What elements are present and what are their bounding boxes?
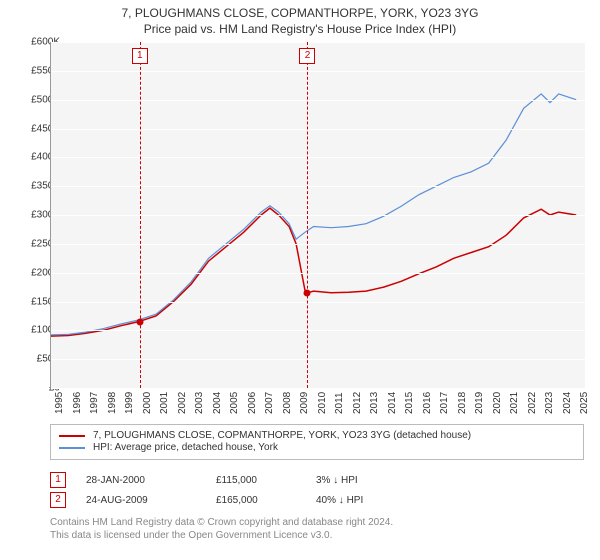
x-tick-label: 2019	[474, 392, 485, 414]
x-tick-label: 2018	[457, 392, 468, 414]
y-gridline	[51, 157, 585, 158]
x-tick-label: 2005	[229, 392, 240, 414]
title-line-1: 7, PLOUGHMANS CLOSE, COPMANTHORPE, YORK,…	[0, 6, 600, 20]
legend-row: HPI: Average price, detached house, York	[59, 442, 575, 453]
sale-row-hpi: 3% ↓ HPI	[316, 475, 406, 486]
x-tick-label: 2025	[579, 392, 590, 414]
x-tick-label: 2021	[509, 392, 520, 414]
x-tick-label: 1998	[107, 392, 118, 414]
x-tick-label: 2020	[492, 392, 503, 414]
legend-swatch	[59, 447, 85, 449]
attribution-footer: Contains HM Land Registry data © Crown c…	[50, 516, 584, 542]
sale-marker-dot	[136, 318, 143, 325]
x-tick-label: 1999	[124, 392, 135, 414]
x-tick-label: 1995	[54, 392, 65, 414]
x-tick-label: 2022	[527, 392, 538, 414]
footer-line-2: This data is licensed under the Open Gov…	[50, 529, 584, 542]
sale-row: 2 24-AUG-2009 £165,000 40% ↓ HPI	[50, 492, 584, 508]
x-tick-label: 2012	[352, 392, 363, 414]
y-gridline	[51, 244, 585, 245]
x-tick-label: 2003	[194, 392, 205, 414]
y-gridline	[51, 330, 585, 331]
x-tick-label: 2013	[369, 392, 380, 414]
x-tick-label: 2002	[177, 392, 188, 414]
sale-marker-dot	[304, 289, 311, 296]
plot-area: 12	[50, 42, 585, 389]
y-gridline	[51, 129, 585, 130]
legend-box: 7, PLOUGHMANS CLOSE, COPMANTHORPE, YORK,…	[50, 424, 584, 460]
x-tick-label: 2008	[282, 392, 293, 414]
sale-row-badge: 1	[50, 472, 66, 488]
x-tick-label: 2009	[299, 392, 310, 414]
sale-row-badge: 2	[50, 492, 66, 508]
y-gridline	[51, 273, 585, 274]
x-tick-label: 2016	[422, 392, 433, 414]
y-gridline	[51, 71, 585, 72]
sale-row-price: £115,000	[216, 475, 296, 486]
legend-label: HPI: Average price, detached house, York	[93, 442, 278, 453]
x-tick-label: 1996	[72, 392, 83, 414]
sale-marker-line	[140, 42, 141, 388]
x-tick-label: 2001	[159, 392, 170, 414]
sale-row-date: 24-AUG-2009	[86, 495, 196, 506]
legend-swatch	[59, 435, 85, 437]
x-tick-label: 2017	[439, 392, 450, 414]
x-tick-label: 2000	[142, 392, 153, 414]
x-tick-label: 2014	[387, 392, 398, 414]
sale-marker-badge: 1	[132, 48, 148, 64]
x-tick-label: 2011	[334, 392, 345, 414]
sale-marker-line	[307, 42, 308, 388]
legend-row: 7, PLOUGHMANS CLOSE, COPMANTHORPE, YORK,…	[59, 430, 575, 441]
legend-label: 7, PLOUGHMANS CLOSE, COPMANTHORPE, YORK,…	[93, 430, 471, 441]
x-tick-label: 2024	[562, 392, 573, 414]
title-line-2: Price paid vs. HM Land Registry's House …	[0, 22, 600, 36]
x-tick-label: 2007	[264, 392, 275, 414]
sale-row-hpi: 40% ↓ HPI	[316, 495, 406, 506]
x-tick-label: 2015	[404, 392, 415, 414]
x-tick-label: 2006	[247, 392, 258, 414]
y-gridline	[51, 215, 585, 216]
sale-row: 1 28-JAN-2000 £115,000 3% ↓ HPI	[50, 472, 584, 488]
chart-title-block: 7, PLOUGHMANS CLOSE, COPMANTHORPE, YORK,…	[0, 0, 600, 36]
sale-marker-badge: 2	[299, 48, 315, 64]
y-gridline	[51, 388, 585, 389]
sale-row-price: £165,000	[216, 495, 296, 506]
x-tick-label: 2010	[317, 392, 328, 414]
y-gridline	[51, 100, 585, 101]
y-gridline	[51, 186, 585, 187]
sale-row-date: 28-JAN-2000	[86, 475, 196, 486]
x-tick-label: 1997	[89, 392, 100, 414]
footer-line-1: Contains HM Land Registry data © Crown c…	[50, 516, 584, 529]
sales-table: 1 28-JAN-2000 £115,000 3% ↓ HPI 2 24-AUG-2009…	[50, 468, 584, 512]
x-tick-label: 2004	[212, 392, 223, 414]
y-gridline	[51, 302, 585, 303]
chart-area: £0£50K£100K£150K£200K£250K£300K£350K£400…	[0, 42, 600, 414]
y-gridline	[51, 42, 585, 43]
y-gridline	[51, 359, 585, 360]
x-tick-label: 2023	[544, 392, 555, 414]
